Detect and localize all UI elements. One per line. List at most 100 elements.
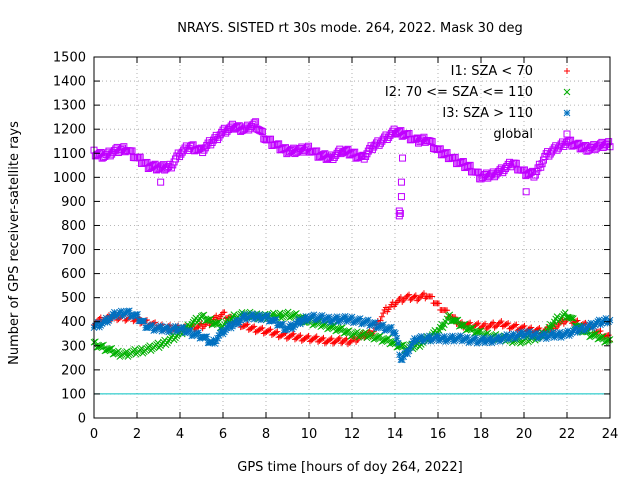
x-tick-label: 24 [602, 427, 619, 442]
data-point [541, 330, 549, 337]
data-point [210, 336, 217, 344]
data-point [289, 331, 296, 338]
data-point [392, 330, 399, 337]
data-point [215, 318, 223, 326]
data-point [473, 321, 480, 328]
data-point [100, 341, 107, 349]
data-point [258, 325, 265, 332]
x-tick-label: 4 [176, 427, 184, 442]
data-point [440, 332, 448, 340]
data-point [495, 320, 502, 327]
data-point [157, 322, 164, 330]
legend-marker [563, 109, 571, 117]
data-point [411, 293, 418, 300]
data-point [296, 333, 303, 340]
data-point [341, 312, 349, 320]
data-point [520, 323, 527, 330]
data-point [106, 315, 114, 322]
y-tick-label: 800 [61, 219, 86, 234]
data-point [269, 309, 277, 317]
outlier-point [396, 209, 404, 217]
data-point [249, 324, 256, 331]
data-point [474, 168, 482, 176]
legend-marker [564, 68, 570, 74]
x-tick-label: 0 [90, 427, 98, 442]
data-point [328, 335, 335, 342]
data-point [221, 309, 228, 316]
data-point [327, 336, 334, 343]
data-point [276, 309, 284, 317]
y-tick-label: 1400 [53, 75, 86, 90]
data-point [417, 332, 425, 340]
chart-title: NRAYS. SISTED rt 30s mode. 264, 2022. Ma… [177, 21, 523, 36]
outlier-point [397, 193, 405, 201]
data-point [131, 311, 139, 319]
data-point [595, 316, 603, 324]
y-tick-label: 1500 [53, 51, 86, 66]
data-point [406, 291, 413, 298]
data-point [128, 147, 136, 155]
data-point [469, 324, 477, 331]
data-point [214, 319, 221, 326]
data-point [398, 356, 406, 364]
data-point [241, 310, 249, 318]
data-point [235, 318, 243, 326]
x-tick-label: 2 [133, 427, 141, 442]
data-point [98, 342, 106, 349]
data-point [418, 293, 425, 300]
data-point [212, 337, 220, 345]
data-point [213, 312, 220, 319]
y-tick-label: 300 [61, 339, 86, 354]
y-tick-label: 900 [61, 195, 86, 210]
data-point [266, 327, 273, 334]
y-tick-label: 200 [61, 363, 86, 378]
legend-marker [563, 88, 571, 96]
data-point [394, 339, 402, 347]
data-point [310, 311, 318, 319]
data-point [393, 334, 401, 342]
data-point [123, 308, 130, 316]
data-point [290, 330, 297, 337]
data-point [521, 322, 528, 329]
data-point [208, 338, 216, 346]
legend-label: I1: SZA < 70 [451, 64, 533, 79]
data-point [419, 291, 426, 298]
data-point [461, 320, 469, 328]
data-point [249, 310, 257, 318]
data-point [459, 321, 467, 329]
outlier-point [397, 178, 405, 186]
outlier-point [399, 154, 407, 162]
data-point [388, 323, 395, 331]
data-point [451, 317, 459, 324]
data-point [505, 320, 512, 327]
data-point [274, 328, 281, 335]
data-point [429, 293, 436, 300]
data-point [342, 336, 349, 343]
data-point [238, 314, 246, 322]
y-tick-label: 1200 [53, 123, 86, 138]
data-point [195, 329, 202, 336]
data-point [572, 324, 580, 331]
data-point [404, 292, 411, 299]
data-point [404, 350, 412, 358]
data-point [475, 320, 482, 327]
data-point [564, 327, 572, 335]
data-point [538, 160, 546, 168]
data-point [549, 328, 557, 336]
data-point [347, 338, 354, 345]
plot-points [90, 118, 614, 364]
data-point [211, 340, 219, 347]
data-point [325, 313, 333, 321]
data-point [172, 322, 179, 330]
series-3 [90, 118, 614, 220]
y-tick-label: 700 [61, 243, 86, 258]
data-point [602, 315, 610, 322]
data-point [203, 333, 211, 340]
data-point [105, 317, 113, 324]
y-tick-label: 1100 [53, 147, 86, 162]
data-point [397, 294, 404, 301]
data-point [531, 171, 539, 179]
data-point [497, 319, 504, 326]
x-tick-label: 6 [219, 427, 227, 442]
